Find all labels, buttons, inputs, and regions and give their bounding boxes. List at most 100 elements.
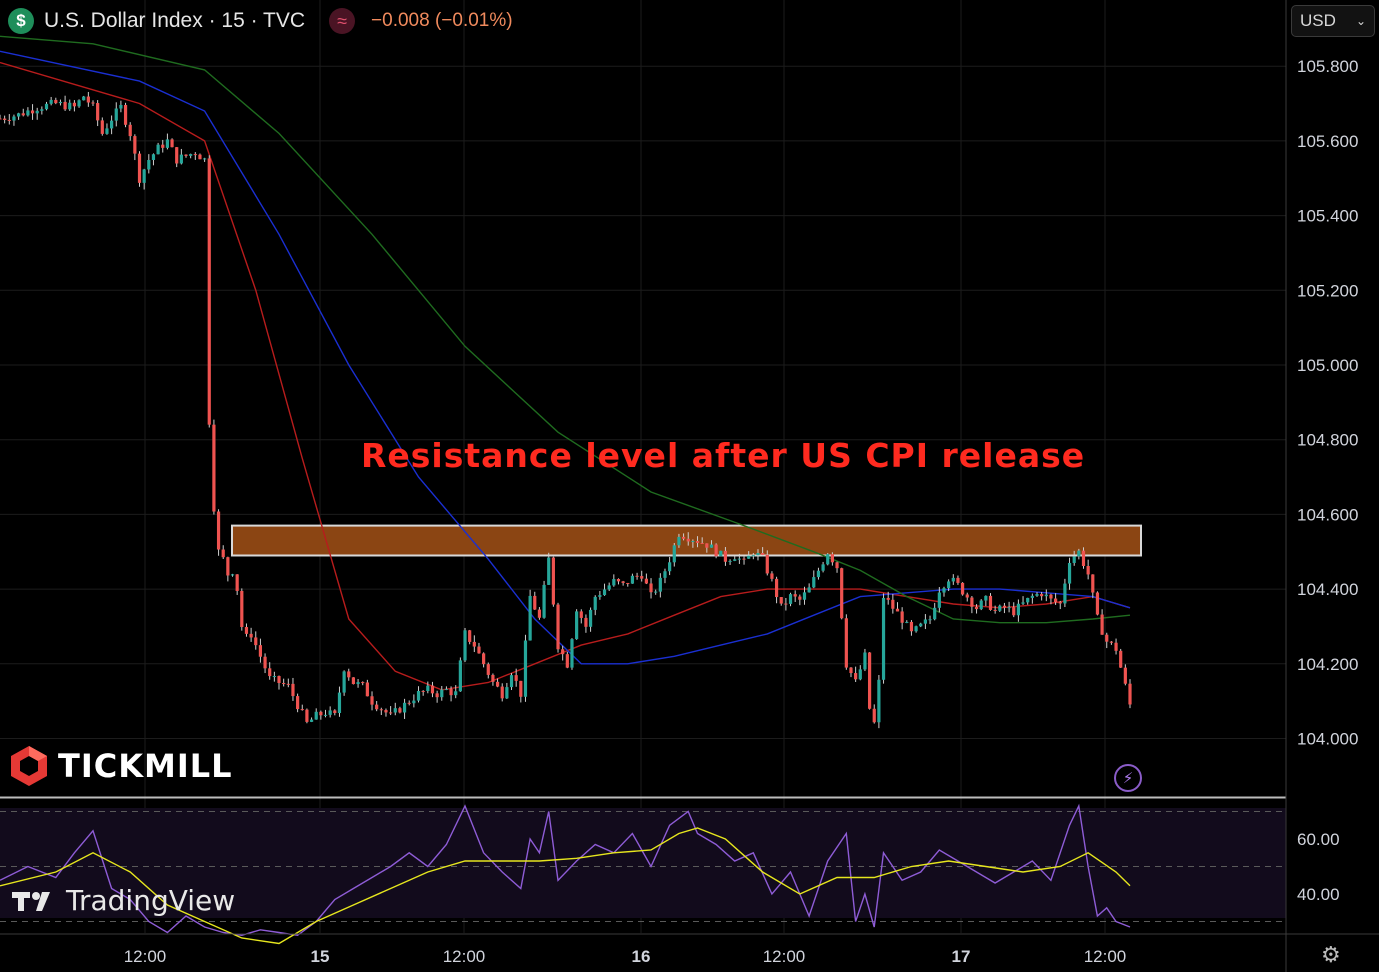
candle-body [249, 633, 253, 638]
candle-body [668, 562, 672, 572]
candle-body [556, 604, 560, 650]
candle-body [1063, 583, 1067, 604]
price-tick-label: 105.200 [1297, 281, 1358, 300]
rsi-ma-line [0, 827, 1131, 945]
resistance-annotation: Resistance level after US CPI release [361, 436, 1086, 475]
candle-body [626, 582, 630, 584]
candle-body [835, 562, 839, 569]
candle-body [993, 609, 997, 611]
candle-body [398, 708, 402, 713]
candle-body [175, 147, 179, 164]
candle-body [370, 696, 374, 705]
moving-average-line-0 [0, 61, 1131, 691]
candle-body [919, 623, 923, 627]
settings-icon[interactable]: ⚙ [1321, 942, 1341, 967]
candle-body [40, 109, 44, 111]
candle-body [700, 542, 704, 544]
flash-icon[interactable]: ⚡ [1114, 764, 1142, 792]
candle-body [547, 557, 551, 585]
candle-body [49, 99, 53, 104]
symbol-title[interactable]: U.S. Dollar Index · 15 · TVC [44, 9, 306, 32]
candle-body [226, 557, 230, 576]
candle-body [1123, 667, 1127, 684]
time-tick-label: 17 [952, 947, 971, 966]
candle-body [956, 577, 960, 583]
candle-body [998, 605, 1002, 611]
candle-body [747, 555, 751, 559]
candle-body [933, 607, 937, 620]
candle-body [988, 595, 993, 610]
tickmill-watermark: TICKMILL [8, 744, 233, 788]
candle-body [588, 609, 593, 627]
candle-body [705, 543, 709, 548]
rsi-tick-label: 60.00 [1297, 830, 1340, 849]
candle-body [291, 683, 295, 697]
price-tick-label: 105.000 [1297, 356, 1358, 375]
candle-body [96, 103, 100, 121]
approx-icon[interactable]: ≈ [329, 8, 356, 34]
candle-body [654, 591, 658, 593]
candle-body [979, 600, 983, 610]
rsi-pane [0, 803, 1131, 945]
candle-body [1030, 595, 1034, 598]
candle-body [579, 611, 583, 618]
candle-body [3, 118, 7, 120]
candle-body [305, 709, 309, 722]
resistance-zone-layer [231, 524, 1142, 557]
moving-average-line-1 [0, 50, 1131, 665]
candle-body [914, 626, 918, 632]
candle-body [1072, 556, 1076, 563]
candle-body [779, 597, 783, 604]
candle-body [663, 571, 667, 578]
candle-body [203, 158, 207, 160]
candle-body [886, 597, 890, 600]
candle-body [575, 611, 579, 640]
dollar-icon[interactable]: $ [8, 8, 34, 34]
candle-body [528, 595, 532, 641]
candle-body [309, 719, 314, 722]
candle-body [1067, 562, 1072, 584]
candle-body [630, 575, 635, 584]
candle-body [100, 120, 104, 134]
candle-body [723, 550, 728, 562]
candle-body [375, 704, 379, 710]
candle-body [816, 570, 821, 578]
candle-body [695, 541, 700, 543]
candle-body [565, 654, 569, 668]
candle-body [621, 581, 625, 583]
candle-body [649, 583, 653, 593]
candle-body [863, 652, 867, 670]
candle-body [123, 104, 128, 125]
candle-body [891, 599, 895, 609]
candle-body [495, 681, 500, 687]
candle-body [63, 101, 67, 110]
candle-body [923, 619, 927, 624]
price-tick-label: 105.800 [1297, 57, 1358, 76]
candle-body [1016, 603, 1020, 616]
candle-body [58, 101, 63, 104]
candle-body [0, 118, 2, 120]
candle-body [751, 555, 755, 557]
candle-body [742, 558, 746, 560]
currency-select[interactable]: USD ⌄ [1291, 5, 1375, 37]
candle-body [765, 554, 769, 574]
time-tick-label: 12:00 [763, 947, 806, 966]
chevron-down-icon: ⌄ [1355, 14, 1366, 28]
candle-body [691, 541, 695, 543]
candle-body [1002, 605, 1007, 608]
candle-body [156, 144, 160, 155]
tickmill-logo-icon [11, 746, 47, 786]
candle-body [412, 700, 416, 704]
candle-body [12, 116, 16, 121]
candle-body [198, 154, 202, 160]
candle-body [142, 169, 146, 183]
candle-body [826, 554, 830, 565]
candle-body [598, 595, 602, 597]
candle-body [728, 560, 732, 562]
candle-body [272, 676, 276, 678]
candle-body [761, 553, 765, 555]
candle-body [821, 564, 825, 571]
candle-body [793, 594, 797, 597]
candle-body [105, 128, 109, 134]
